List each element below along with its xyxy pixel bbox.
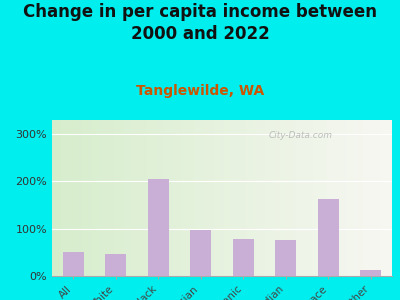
Bar — [105, 254, 126, 276]
Bar — [148, 179, 169, 276]
Text: Tanglewilde, WA: Tanglewilde, WA — [136, 84, 264, 98]
Text: Change in per capita income between
2000 and 2022: Change in per capita income between 2000… — [23, 3, 377, 43]
Text: City-Data.com: City-Data.com — [268, 131, 332, 140]
Bar — [360, 270, 381, 276]
Bar — [275, 240, 296, 276]
Bar — [318, 200, 339, 276]
Bar — [63, 252, 84, 276]
Bar — [233, 239, 254, 276]
Bar — [190, 230, 211, 276]
